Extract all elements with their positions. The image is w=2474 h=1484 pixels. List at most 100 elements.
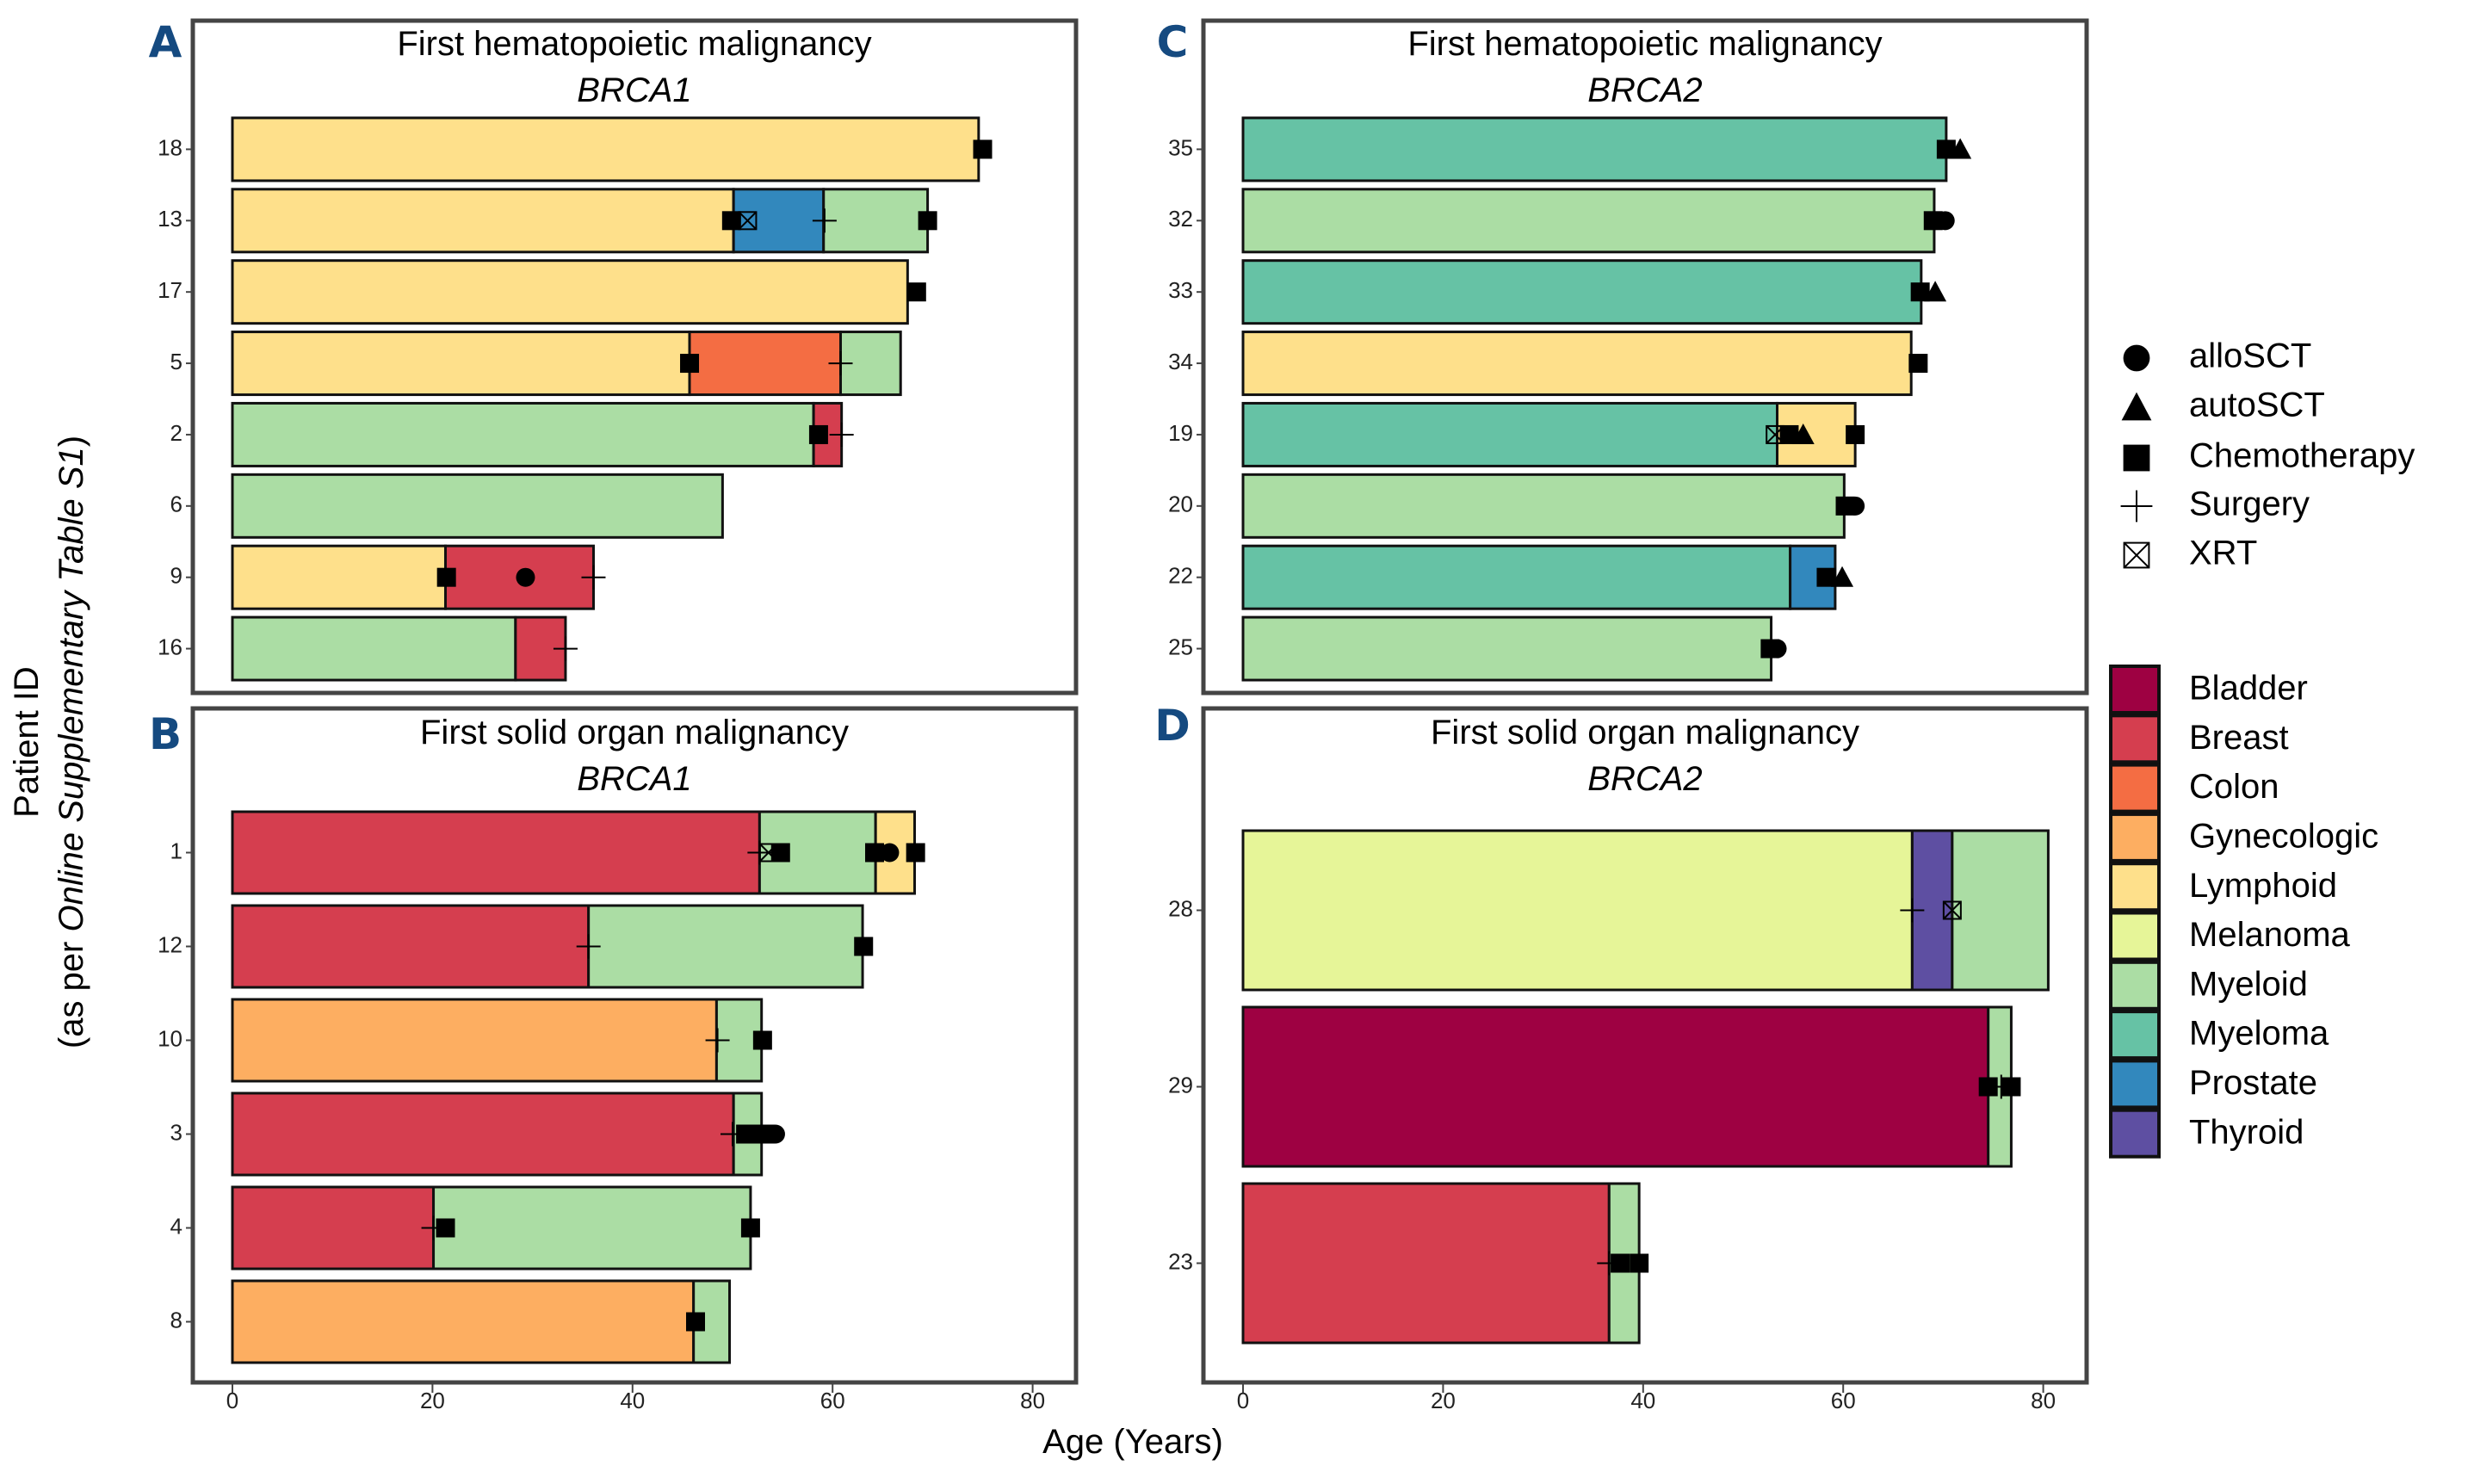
y-tick-label: 25 [1168,634,1193,659]
legend-swatch [2109,911,2161,962]
legend-item-lymphoid: Lymphoid [2109,862,2337,912]
legend-item-colon: Colon [2109,763,2279,813]
patient-row: 18 [158,116,993,182]
allosct-marker [2123,344,2150,372]
chemotherapy-marker [2001,1077,2021,1097]
bar-segment-lymphoid [231,259,909,325]
surgery-marker [1900,898,1925,923]
bar-segment-myeloma [1241,401,1779,467]
legend-swatch [2109,812,2161,863]
legend-swatch [2109,763,2161,813]
legend-item-myeloma: Myeloma [2109,1010,2329,1060]
bar-segment-myeloid [822,188,930,254]
legend-item-myeloid: Myeloid [2109,960,2308,1011]
legend-label: autoSCT [2189,386,2325,424]
y-tick-label: 18 [158,134,182,160]
surgery-marker [553,636,578,661]
patient-row: 23 [1168,1182,1649,1345]
bar-segment-melanoma [1241,829,1914,992]
legend-item-allosct: alloSCT [2123,337,2311,375]
y-tick-label: 32 [1168,206,1193,232]
patient-row: 29 [1168,1005,2021,1168]
chemotherapy-marker [1846,424,1865,444]
legend-swatch [2109,1059,2161,1110]
bar-segment-lymphoid [231,331,691,397]
patient-row: 10 [158,998,772,1083]
legend-swatch [2109,1108,2161,1159]
legend-label: Myeloid [2189,965,2308,1003]
legend-label: Prostate [2189,1064,2317,1102]
chemotherapy-marker [906,282,926,302]
panel-gene: BRCA2 [1587,760,1702,798]
chemotherapy-marker [973,139,993,159]
panel-gene: BRCA1 [577,71,691,109]
x-axis-title: Age (Years) [1042,1423,1223,1461]
panel-letter: D [1154,701,1191,751]
bar-segment-myeloid [432,1185,752,1271]
chemotherapy-marker [918,211,937,231]
legend-label: Melanoma [2189,916,2351,954]
chemotherapy-marker [770,843,790,863]
legend-label: Myeloma [2189,1015,2329,1053]
legend-label: XRT [2189,535,2257,572]
surgery-marker [829,422,854,447]
chemotherapy-marker [752,1030,772,1050]
patient-row: 17 [158,259,926,325]
bar-segment-lymphoid [231,116,980,182]
chemotherapy-marker [2123,444,2150,472]
allosct-marker [765,1124,785,1144]
autosct-marker [2121,392,2152,421]
y-tick-label: 6 [170,492,182,517]
bar-segment-myeloid [231,401,815,467]
bar-segment-lymphoid [1241,331,1913,397]
y-tick-label: 22 [1168,563,1193,589]
y-tick-label: 1 [170,838,182,863]
panel-title: First hematopoietic malignancy [397,25,871,63]
panel-gene: BRCA2 [1587,71,1702,109]
legend-label: alloSCT [2189,337,2311,375]
patient-row: 16 [158,615,578,682]
patient-row: 22 [1168,544,1854,610]
chemotherapy-marker [1630,1253,1649,1273]
patient-row: 32 [1168,188,1955,254]
panel-title: First solid organ malignancy [1431,714,1859,751]
panels: A First hematopoietic malignancyBRCA11813… [149,17,2089,1413]
legend-item-prostate: Prostate [2109,1059,2317,1110]
xrt-diag2 [1943,900,1962,920]
bar-segment-myeloid [231,615,517,682]
patient-row: 4 [170,1185,760,1271]
xrt-marker [738,211,758,231]
legend-swatch [2109,665,2161,714]
patient-row: 35 [1168,116,1972,182]
x-tick-label: 80 [1020,1388,1045,1413]
legend-item-chemo: Chemotherapy [2123,437,2415,475]
y-tick-label: 12 [158,931,182,957]
chemotherapy-marker [1978,1077,1998,1097]
patient-row: 9 [170,544,606,610]
legend-item-melanoma: Melanoma [2109,911,2351,962]
y-tick-label: 19 [1168,420,1193,446]
chemotherapy-marker [854,937,874,956]
malignancy-legend: Bladder Breast Colon Gynecologic Lymphoid Mel… [2109,665,2378,1159]
legend-swatch [2109,960,2161,1011]
bar-segment-myeloid [1241,188,1936,254]
chemotherapy-marker [1611,1253,1630,1273]
x-tick-label: 20 [1431,1388,1456,1413]
panel-title: First hematopoietic malignancy [1407,25,1882,63]
bar-segment-breast [231,1091,735,1177]
bar-segment-colon [688,331,842,397]
patient-row: 20 [1168,473,1865,539]
legend-item-breast: Breast [2109,714,2289,764]
treatment-legend: alloSCT autoSCT Chemotherapy Surgery XRT [2120,337,2415,572]
y-tick-label: 28 [1168,895,1193,921]
y-axis-title: Patient ID (as per Online Supplementary … [8,436,90,1048]
bar-segment-myeloma [1241,544,1792,610]
x-tick-label: 20 [420,1388,445,1413]
y-tick-label: 35 [1168,134,1193,160]
x-tick-label: 40 [620,1388,645,1413]
legend-item-autosct: autoSCT [2121,386,2325,424]
patient-row: 5 [170,331,902,397]
panel-gene: BRCA1 [577,760,691,798]
legend-label: Colon [2189,768,2279,806]
